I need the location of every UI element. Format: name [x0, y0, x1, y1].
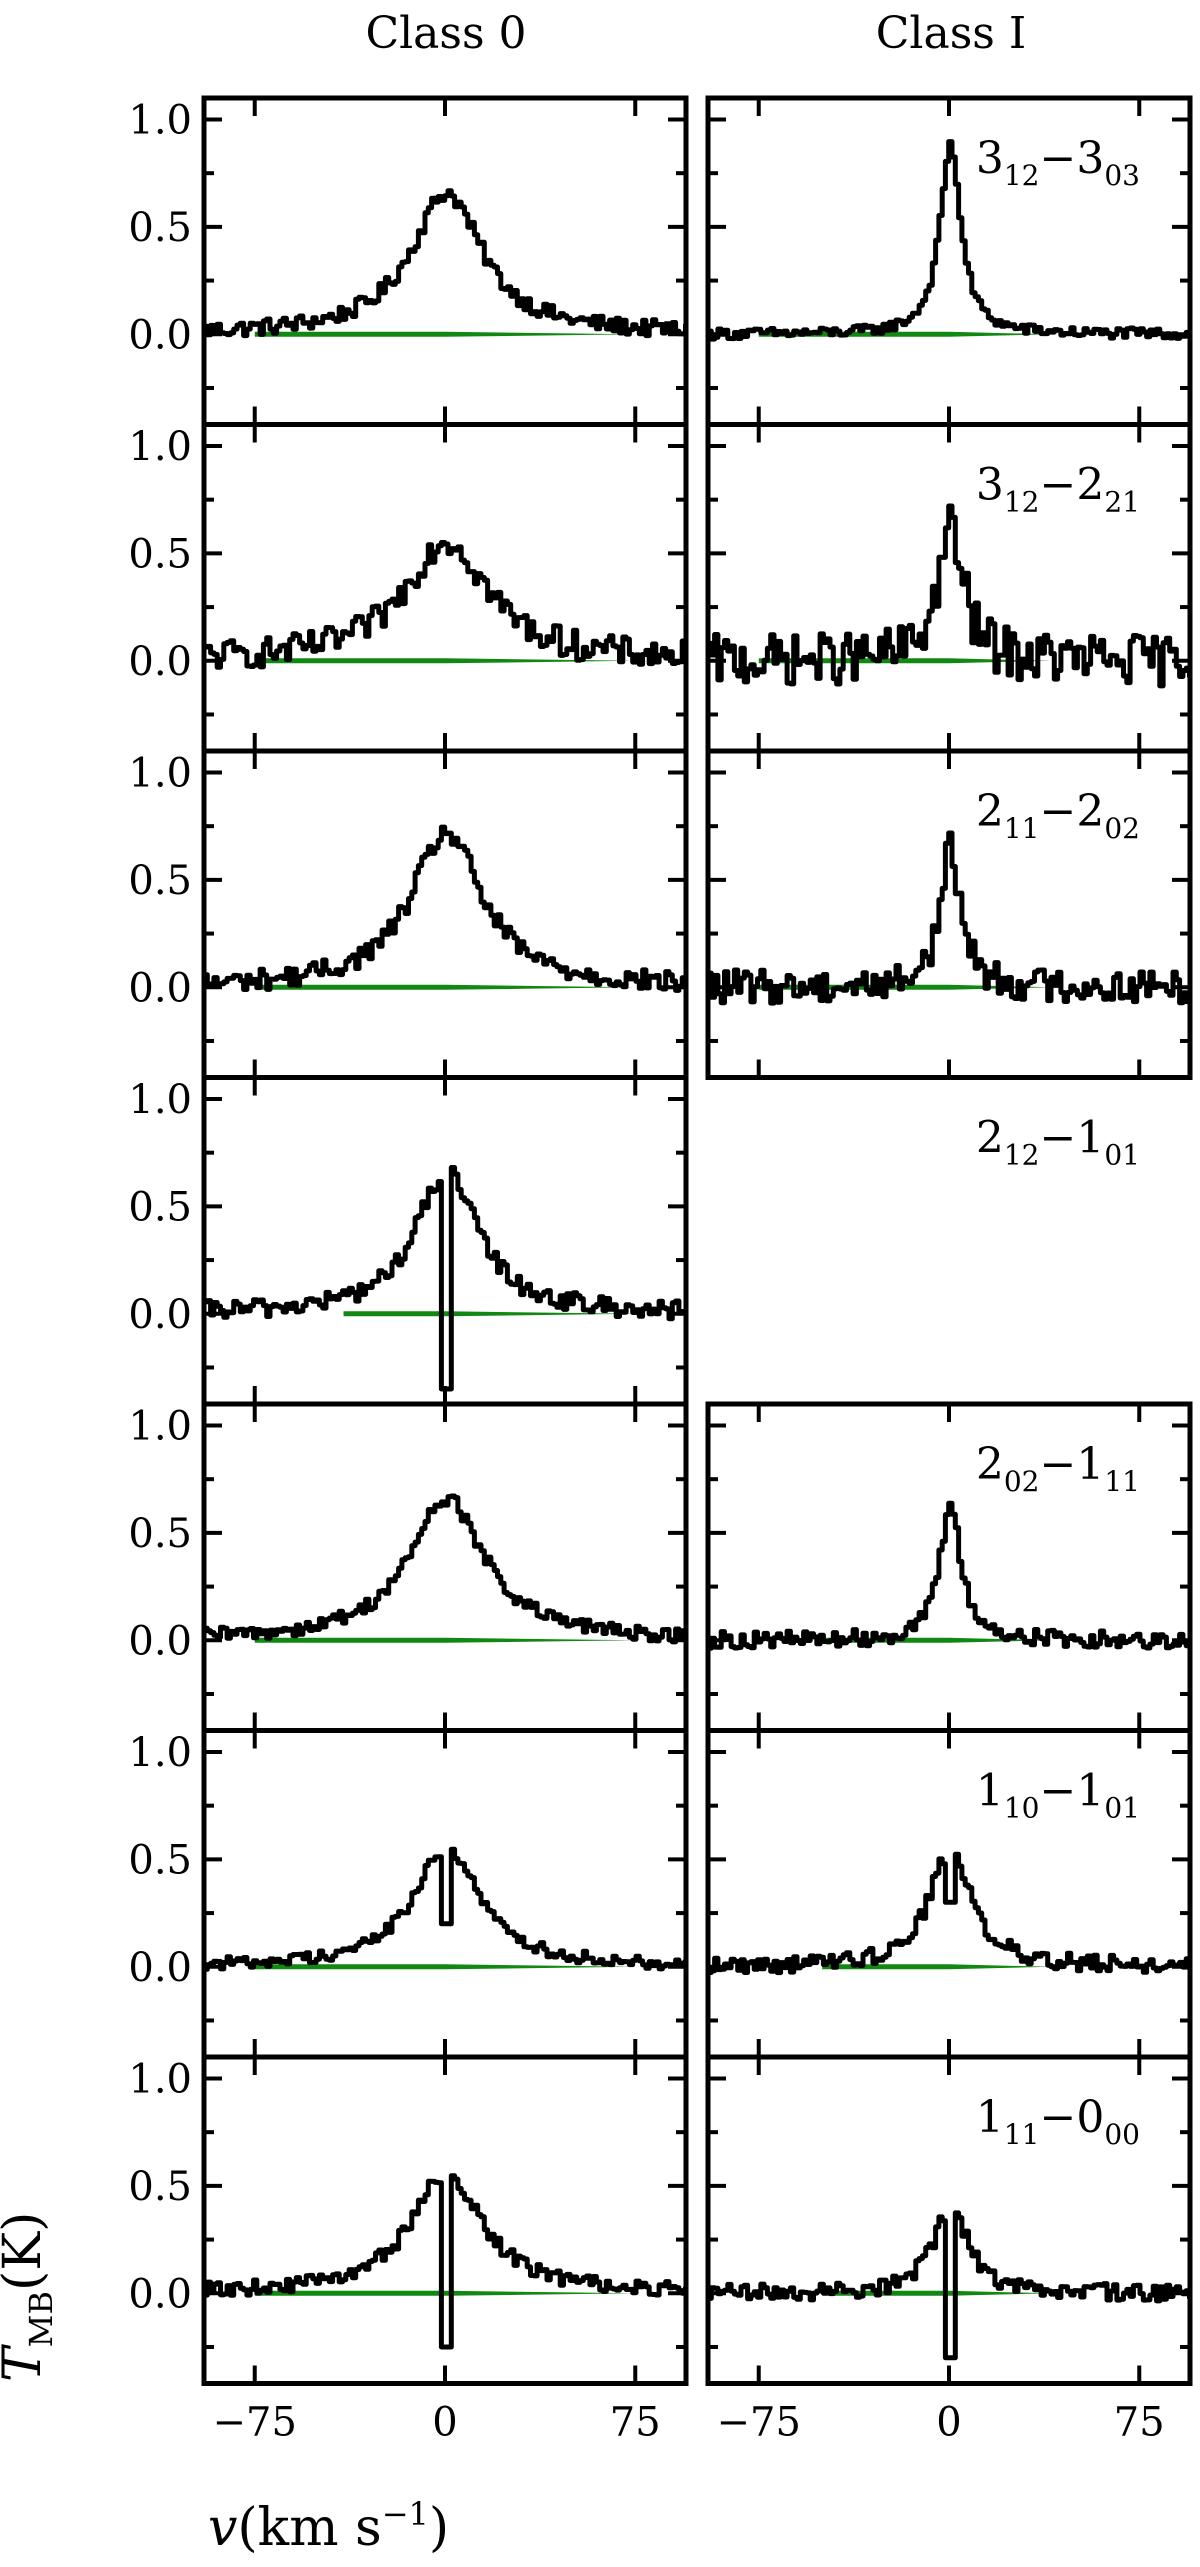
y-tick-label: 0.0 [128, 1618, 192, 1664]
transition-label-r3: 212−101 [976, 1113, 1140, 1172]
panel-frame [201, 1728, 689, 2060]
y-tick-label: 1.0 [128, 1077, 192, 1123]
x-tick-label: 0 [432, 2400, 457, 2446]
y-tick-label: 1.0 [128, 1730, 192, 1776]
y-tick-label: 0.0 [128, 2271, 192, 2317]
spectrum-line [708, 1500, 1192, 1651]
spectrum-c0-r0 [204, 188, 688, 339]
spectrum-line [708, 830, 1192, 1006]
spectrum-line [204, 1493, 688, 1645]
baseline-fit [254, 1964, 636, 1970]
spectrum-line [204, 540, 688, 670]
spectrum-c0-r5 [204, 1846, 688, 1972]
baseline-fit [254, 658, 636, 664]
y-tick-label: 1.0 [128, 2056, 192, 2102]
panel-c1-r5 [705, 1728, 1193, 2060]
y-tick-label: 0.5 [128, 858, 192, 904]
y-tick-label: 0.0 [128, 1945, 192, 1991]
x-tick-label: 0 [936, 2400, 961, 2446]
y-axis-title: TMB(K) [0, 2212, 60, 2382]
spectrum-c1-r0 [708, 139, 1192, 342]
panel-frame [705, 1401, 1193, 1733]
x-axis-title: v(km s−1) [208, 2495, 449, 2558]
x-tick-label: −75 [717, 2400, 801, 2446]
baseline-fit [343, 1311, 636, 1317]
column-title-class-i: Class I [876, 8, 1027, 59]
spectrum-c0-r6 [204, 2173, 688, 2350]
spectrum-line [708, 139, 1192, 342]
transition-label-r2: 211−202 [976, 786, 1140, 845]
transition-label-r0: 312−303 [976, 133, 1140, 192]
panel-c0-r3: 0.0 0.5 1.0 [128, 1075, 689, 1407]
spectrum-c1-r5 [708, 1851, 1192, 1976]
spectrum-line [708, 1851, 1192, 1976]
transition-label-r4: 202−111 [976, 1439, 1140, 1498]
spectrum-line [204, 824, 688, 993]
y-tick-label: 1.0 [128, 424, 192, 470]
y-tick-label: 1.0 [128, 750, 192, 796]
panel-c0-r5: 0.0 0.5 1.0 [128, 1728, 689, 2060]
baseline-fit [254, 984, 636, 990]
spectrum-c1-r4 [708, 1500, 1192, 1651]
panel-frame [705, 748, 1193, 1080]
spectrum-line [204, 188, 688, 339]
baseline-fit [822, 1964, 1051, 1970]
y-tick-label: 0.5 [128, 205, 192, 251]
spectrum-c1-r6 [708, 2210, 1192, 2361]
panel-frame [201, 1075, 689, 1407]
y-tick-label: 0.5 [128, 531, 192, 577]
spectrum-c0-r3 [204, 1165, 688, 1392]
y-tick-label: 0.5 [128, 1184, 192, 1230]
panel-frame [201, 2054, 689, 2386]
y-tick-label: 0.0 [128, 639, 192, 685]
spectrum-c0-r4 [204, 1493, 688, 1645]
transition-labels: 312−303 312−221 211−202 212−101 202−111 110−1… [976, 133, 1140, 2151]
y-tick-label: 1.0 [128, 97, 192, 143]
y-tick-label: 0.5 [128, 1837, 192, 1883]
transition-label-r1: 312−221 [976, 460, 1140, 519]
y-tick-label: 1.0 [128, 1403, 192, 1449]
spectrum-c0-r2 [204, 824, 688, 993]
transition-label-r5: 110−101 [976, 1766, 1140, 1825]
panel-frame [201, 422, 689, 754]
spectrum-c1-r1 [708, 503, 1192, 689]
spectrum-line [204, 1165, 688, 1392]
y-tick-label: 0.0 [128, 965, 192, 1011]
spectrum-c0-r1 [204, 540, 688, 670]
spectrum-line [708, 503, 1192, 689]
panel-c1-r2 [705, 748, 1193, 1080]
x-tick-label: 75 [610, 2400, 661, 2446]
spectrum-line [204, 1846, 688, 1972]
panel-frame [201, 95, 689, 427]
panel-c1-r4 [705, 1401, 1193, 1733]
y-tick-label: 0.5 [128, 1511, 192, 1557]
x-tick-label: 75 [1114, 2400, 1165, 2446]
y-tick-label: 0.5 [128, 2164, 192, 2210]
baseline-fit [254, 1637, 636, 1643]
spectrum-c1-r2 [708, 830, 1192, 1006]
panel-frame [705, 422, 1193, 754]
spectrum-line [708, 2210, 1192, 2361]
panel-frame [201, 748, 689, 1080]
panel-frame [705, 2054, 1193, 2386]
y-tick-label: 0.0 [128, 1292, 192, 1338]
column-title-class-0: Class 0 [365, 8, 526, 59]
panel-c1-r1 [705, 422, 1193, 754]
panel-c1-r6: −75 0 75 [705, 2054, 1193, 2446]
baseline-fit [254, 331, 636, 337]
panel-frame [201, 1401, 689, 1733]
transition-label-r6: 111−000 [976, 2092, 1140, 2151]
x-tick-label: −75 [213, 2400, 297, 2446]
panel-c0-r4: 0.0 0.5 1.0 [128, 1401, 689, 1733]
spectrum-line [204, 2173, 688, 2350]
panel-frame [705, 1728, 1193, 2060]
panel-c0-r6: 0.0 0.5 1.0 −75 0 75 [128, 2054, 689, 2446]
baseline-fit [254, 2290, 636, 2296]
y-tick-label: 0.0 [128, 312, 192, 358]
panel-c0-r2: 0.0 0.5 1.0 [128, 748, 689, 1080]
panel-grid: 0.00.51.00.00.51.00.00.51.00.00.51.00.00… [128, 95, 1193, 2446]
